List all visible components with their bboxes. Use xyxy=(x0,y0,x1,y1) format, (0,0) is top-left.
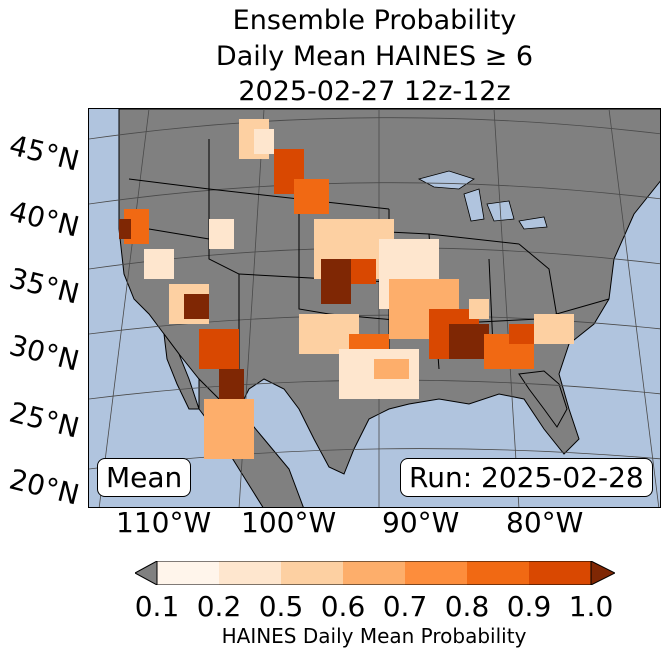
colorbar-bin xyxy=(405,561,467,585)
colorbar-tick: 0.7 xyxy=(382,590,428,623)
lat-label-40: 40°N xyxy=(6,194,83,244)
lon-label-80: 80°W xyxy=(506,506,584,539)
lon-label-110: 110°W xyxy=(116,506,212,539)
lat-label-20: 20°N xyxy=(6,462,83,512)
colorbar-tick: 1.0 xyxy=(568,590,614,623)
colorbar-tick: 0.5 xyxy=(258,590,304,623)
colorbar-over-arrow xyxy=(590,561,615,585)
map-panel xyxy=(88,108,661,508)
lat-label-45: 45°N xyxy=(6,128,83,178)
colorbar-bin xyxy=(157,561,219,585)
colorbar-bin xyxy=(281,561,343,585)
lat-label-25: 25°N xyxy=(6,395,83,445)
colorbar-bin xyxy=(343,561,405,585)
colorbar-bin xyxy=(467,561,529,585)
colorbar-tick: 0.2 xyxy=(196,590,242,623)
colorbar-frame xyxy=(156,561,592,585)
colorbar-bin xyxy=(529,561,591,585)
colorbar-label: HAINES Daily Mean Probability xyxy=(221,624,527,648)
title-line-3: 2025-02-27 12z-12z xyxy=(238,76,511,107)
lat-label-35: 35°N xyxy=(6,261,83,311)
lon-label-90: 90°W xyxy=(382,506,460,539)
baja-peninsula xyxy=(163,332,200,410)
title-line-2: Daily Mean HAINES ≥ 6 xyxy=(215,41,534,72)
lon-label-100: 100°W xyxy=(241,506,337,539)
map-svg xyxy=(89,109,660,507)
lat-label-30: 30°N xyxy=(6,328,83,378)
run-label: Run: 2025-02-28 xyxy=(400,458,653,497)
probability-field xyxy=(119,119,574,459)
colorbar-under-arrow xyxy=(135,561,158,585)
colorbar-bin xyxy=(219,561,281,585)
colorbar xyxy=(135,561,615,585)
colorbar-tick: 0.6 xyxy=(320,590,366,623)
colorbar-tick: 0.8 xyxy=(444,590,490,623)
title-line-1: Ensemble Probability xyxy=(232,5,517,36)
colorbar-tick: 0.9 xyxy=(506,590,552,623)
stat-label: Mean xyxy=(97,458,192,497)
colorbar-tick: 0.1 xyxy=(134,590,180,623)
